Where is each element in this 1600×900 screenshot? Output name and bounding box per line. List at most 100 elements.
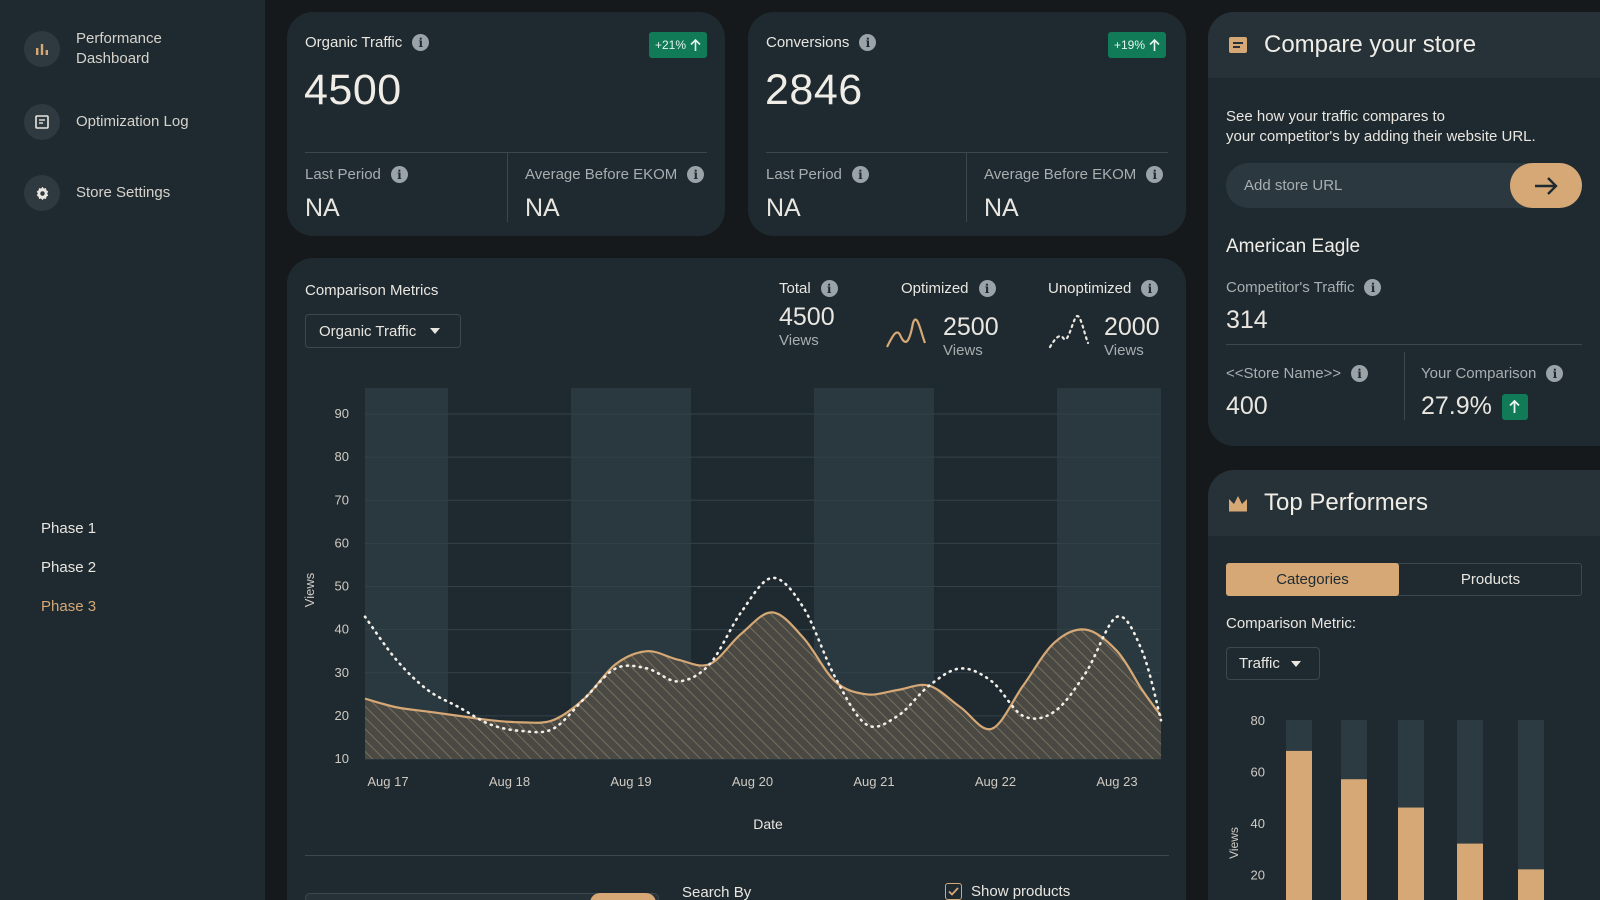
comparison-metric-label: Comparison Metric: <box>1226 615 1357 632</box>
conversions-card: Conversions i +19% 2846 Last Period i NA… <box>748 12 1186 236</box>
show-products-checkbox[interactable]: Show products <box>945 883 1070 900</box>
search-input[interactable] <box>305 893 659 900</box>
sidebar-item-label: Dashboard <box>76 50 150 67</box>
y-tick-label: 60 <box>1251 765 1265 780</box>
phase-2-link[interactable]: Phase 2 <box>41 559 97 576</box>
your-comparison-value: 27.9% <box>1421 392 1492 420</box>
chevron-down-icon <box>1290 660 1301 667</box>
top-performers-title: Top Performers <box>1264 489 1429 516</box>
divider <box>305 855 1169 856</box>
conversions-title: Conversions <box>766 34 850 51</box>
store-icon <box>1229 37 1247 53</box>
comparison-metric-dropdown[interactable]: Traffic <box>1226 647 1320 680</box>
submit-url-button[interactable] <box>1510 163 1582 208</box>
y-tick-label: 10 <box>335 751 349 766</box>
total-stat: Total i 4500 Views <box>779 280 838 349</box>
total-value: 4500 <box>779 303 835 331</box>
y-axis-label: Views <box>1227 827 1241 859</box>
conversions-value: 2846 <box>765 66 863 114</box>
top-performers-bar-chart: 20 40 60 80 Views <box>1227 716 1544 900</box>
comparison-metrics-title: Comparison Metrics <box>305 282 439 299</box>
info-icon[interactable]: i <box>851 166 869 183</box>
organic-traffic-title: Organic Traffic <box>305 34 403 51</box>
metric-dropdown[interactable]: Organic Traffic <box>305 314 461 348</box>
arrow-right-icon <box>1535 176 1558 195</box>
search-button[interactable] <box>590 893 656 900</box>
optimized-series-line <box>364 611 1162 731</box>
sidebar: Performance Dashboard Optimization Log S… <box>0 0 266 900</box>
divider <box>766 152 1168 153</box>
highlight-band <box>365 388 448 759</box>
info-icon[interactable]: i <box>1141 280 1159 297</box>
unoptimized-line-icon <box>1048 314 1090 349</box>
info-icon[interactable]: i <box>412 34 430 51</box>
divider <box>1404 352 1405 420</box>
top-performers-header: Top Performers <box>1208 470 1600 536</box>
divider <box>1226 344 1582 345</box>
y-tick-label: 50 <box>335 579 349 594</box>
sidebar-item-store-settings[interactable]: Store Settings <box>24 175 170 211</box>
compare-store-title: Compare your store <box>1264 31 1477 58</box>
sidebar-item-performance-dashboard[interactable]: Performance Dashboard <box>24 29 162 69</box>
y-tick-label: 40 <box>335 622 349 637</box>
optimized-area <box>365 612 1161 759</box>
info-icon[interactable]: i <box>687 166 705 183</box>
arrow-up-icon <box>1501 393 1528 420</box>
tab-categories[interactable]: Categories <box>1226 563 1399 596</box>
last-period-label: Last Period <box>766 166 842 183</box>
sidebar-item-optimization-log[interactable]: Optimization Log <box>24 104 189 140</box>
bar-chart-icon <box>24 31 60 67</box>
optimized-unit: Views <box>943 342 983 359</box>
y-tick-label: 80 <box>335 449 349 464</box>
info-icon[interactable]: i <box>1351 365 1369 382</box>
last-period-label: Last Period <box>305 166 381 183</box>
phase-3-link[interactable]: Phase 3 <box>41 598 97 615</box>
edit-log-icon <box>24 104 60 140</box>
info-icon[interactable]: i <box>390 166 408 183</box>
competitor-name: American Eagle <box>1226 236 1361 257</box>
optimized-value: 2500 <box>943 313 999 341</box>
gear-icon <box>24 175 60 211</box>
last-period-value: NA <box>766 194 801 222</box>
compare-store-header: Compare your store <box>1208 12 1600 78</box>
info-icon[interactable]: i <box>859 34 877 51</box>
x-tick-label: Aug 18 <box>489 774 530 789</box>
organic-traffic-card: Organic Traffic i +21% 4500 Last Period … <box>287 12 725 236</box>
bar <box>1457 843 1483 900</box>
optimized-stat: Optimized i <box>901 280 996 297</box>
optimized-line-icon <box>886 318 927 348</box>
search-by-label: Search By <box>682 884 752 900</box>
bar <box>1286 750 1312 900</box>
arrow-up-icon <box>690 38 701 51</box>
unoptimized-stat: Unoptimized i <box>1048 280 1159 297</box>
y-tick-label: 70 <box>335 492 349 507</box>
growth-badge: +19% <box>1108 32 1167 58</box>
store-name-label: <<Store Name>> <box>1226 365 1342 382</box>
unoptimized-series-line <box>363 576 1163 734</box>
x-tick-label: Aug 23 <box>1096 774 1137 789</box>
your-comparison-label: Your Comparison <box>1421 365 1537 382</box>
divider <box>966 152 967 222</box>
info-icon[interactable]: i <box>1364 279 1382 296</box>
compare-store-description: your competitor's by adding their websit… <box>1226 128 1536 145</box>
unoptimized-value: 2000 <box>1104 313 1160 341</box>
average-before-value: NA <box>984 194 1019 222</box>
average-before-value: NA <box>525 194 560 222</box>
info-icon[interactable]: i <box>1146 166 1164 183</box>
divider <box>305 152 707 153</box>
bar <box>1341 779 1367 900</box>
y-tick-label: 90 <box>335 406 349 421</box>
last-period-value: NA <box>305 194 340 222</box>
info-icon[interactable]: i <box>820 280 838 297</box>
tab-products[interactable]: Products <box>1460 571 1521 588</box>
info-icon[interactable]: i <box>1546 365 1564 382</box>
phase-1-link[interactable]: Phase 1 <box>41 520 97 537</box>
y-tick-label: 20 <box>1251 868 1265 883</box>
x-tick-label: Aug 20 <box>732 774 773 789</box>
y-axis-label: Views <box>302 572 317 607</box>
average-before-label: Average Before EKOM <box>984 166 1137 183</box>
info-icon[interactable]: i <box>978 280 996 297</box>
growth-badge: +21% <box>649 32 708 58</box>
sidebar-item-label: Optimization Log <box>76 113 189 130</box>
store-value: 400 <box>1226 392 1268 420</box>
